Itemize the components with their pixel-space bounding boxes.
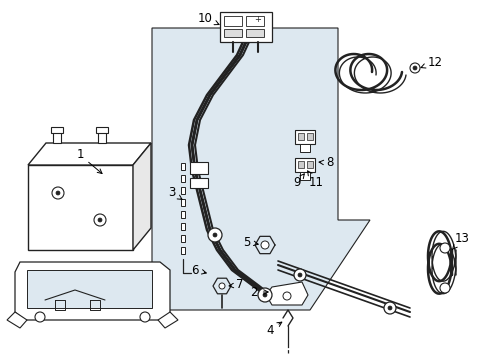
Bar — [306, 133, 312, 140]
Bar — [181, 199, 184, 206]
Bar — [181, 223, 184, 230]
Text: 6: 6 — [191, 264, 206, 276]
Circle shape — [409, 63, 419, 73]
Circle shape — [412, 66, 416, 70]
Bar — [306, 161, 312, 168]
Bar — [224, 29, 242, 37]
Polygon shape — [7, 312, 27, 328]
Text: 4: 4 — [265, 322, 281, 337]
Circle shape — [219, 283, 224, 289]
Bar — [297, 161, 304, 168]
Circle shape — [258, 288, 271, 302]
Polygon shape — [158, 312, 178, 328]
Circle shape — [35, 312, 45, 322]
Polygon shape — [133, 143, 151, 250]
Text: 11: 11 — [307, 171, 323, 189]
Bar — [98, 131, 106, 143]
Circle shape — [283, 292, 290, 300]
Bar — [297, 133, 304, 140]
Bar — [190, 178, 207, 188]
Circle shape — [261, 241, 268, 249]
Circle shape — [439, 243, 449, 253]
Circle shape — [140, 312, 150, 322]
Polygon shape — [28, 143, 151, 165]
Bar — [299, 144, 309, 152]
Circle shape — [94, 214, 106, 226]
Text: 7: 7 — [228, 279, 243, 292]
Circle shape — [56, 191, 60, 195]
Text: +: + — [254, 14, 261, 23]
Text: 9: 9 — [293, 174, 304, 189]
Bar — [51, 127, 63, 133]
Bar — [181, 175, 184, 182]
Circle shape — [293, 269, 305, 281]
Text: 12: 12 — [420, 55, 442, 68]
Circle shape — [213, 233, 217, 237]
Bar — [181, 163, 184, 170]
Polygon shape — [265, 282, 307, 305]
Bar — [294, 158, 314, 172]
Polygon shape — [152, 28, 369, 310]
Circle shape — [387, 306, 391, 310]
Bar — [181, 247, 184, 254]
Bar — [245, 16, 264, 26]
Bar — [294, 130, 314, 144]
Text: 13: 13 — [451, 231, 468, 249]
Text: 10: 10 — [197, 12, 219, 25]
Circle shape — [263, 293, 266, 297]
Bar — [181, 187, 184, 194]
Bar — [181, 211, 184, 218]
Bar — [224, 16, 242, 26]
Circle shape — [439, 283, 449, 293]
Bar — [53, 131, 61, 143]
Circle shape — [207, 228, 222, 242]
Bar — [27, 270, 152, 308]
Circle shape — [383, 302, 395, 314]
Text: 1: 1 — [76, 148, 102, 174]
Text: 2: 2 — [250, 285, 267, 298]
Bar — [299, 172, 309, 180]
Circle shape — [52, 187, 64, 199]
Polygon shape — [15, 262, 170, 320]
Bar — [220, 12, 271, 42]
Text: 8: 8 — [319, 157, 333, 170]
Circle shape — [297, 273, 302, 277]
Bar — [96, 127, 108, 133]
Circle shape — [98, 218, 102, 222]
Text: 5: 5 — [243, 235, 258, 248]
Bar — [181, 235, 184, 242]
Text: 3: 3 — [168, 186, 182, 199]
Bar — [245, 29, 264, 37]
Bar — [190, 162, 207, 174]
Bar — [28, 165, 133, 250]
